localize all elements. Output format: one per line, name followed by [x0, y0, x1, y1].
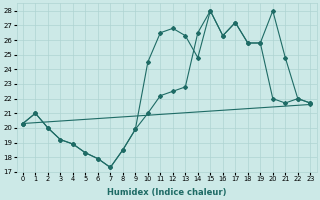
X-axis label: Humidex (Indice chaleur): Humidex (Indice chaleur): [107, 188, 226, 197]
